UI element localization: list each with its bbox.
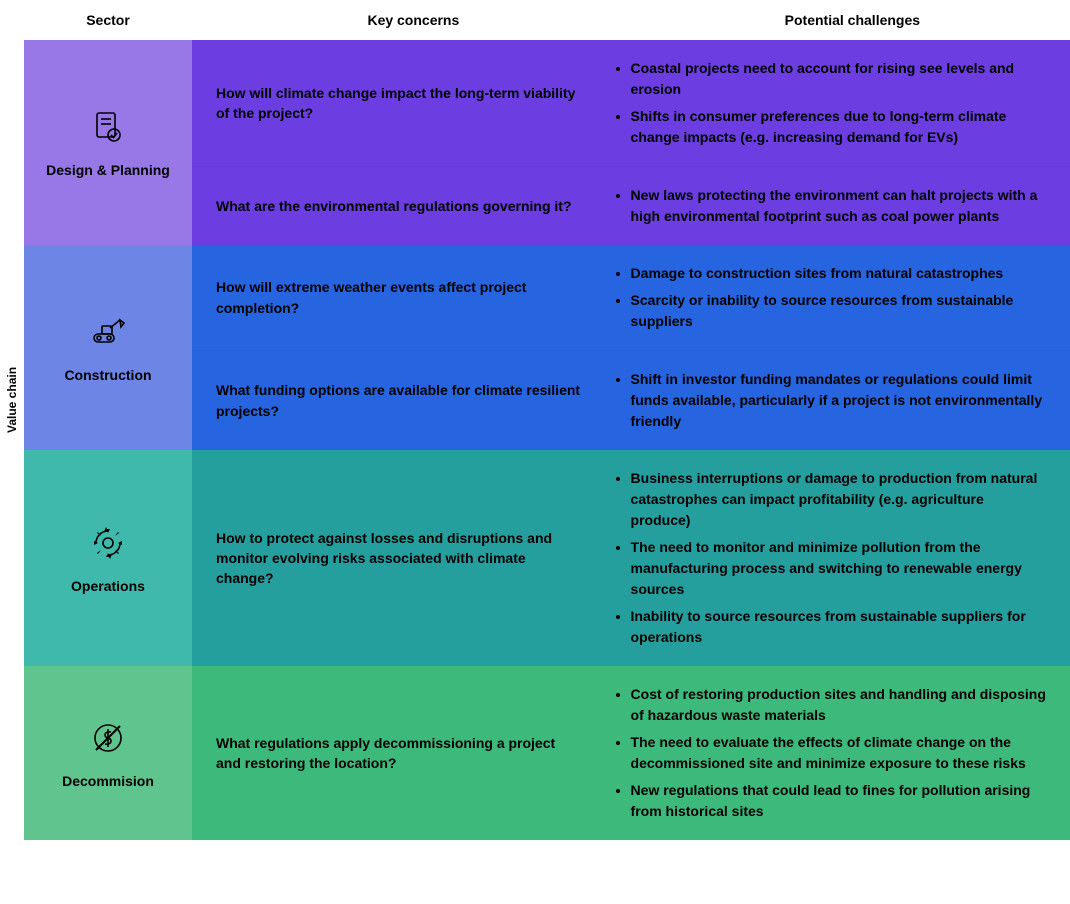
challenge-item: The need to monitor and minimize polluti… xyxy=(631,537,1046,600)
challenge-item: The need to evaluate the effects of clim… xyxy=(631,732,1046,774)
key-concern: How will extreme weather events affect p… xyxy=(216,263,609,332)
sector-label-cell: Design & Planning xyxy=(24,40,192,245)
gear-refresh-icon xyxy=(88,523,128,566)
concern-row: How will extreme weather events affect p… xyxy=(192,245,1070,351)
challenge-item: New laws protecting the environment can … xyxy=(631,185,1046,227)
concern-row: What funding options are available for c… xyxy=(192,351,1070,450)
sector-label-cell: Construction xyxy=(24,245,192,450)
potential-challenges: Cost of restoring production sites and h… xyxy=(609,684,1046,822)
sector-row-construction: Construction How will extreme weather eve… xyxy=(24,245,1070,450)
table-header: Sector Key concerns Potential challenges xyxy=(24,0,1070,40)
key-concern: What regulations apply decommissioning a… xyxy=(216,684,609,822)
challenge-item: New regulations that could lead to fines… xyxy=(631,780,1046,822)
header-key-concerns: Key concerns xyxy=(192,12,595,28)
challenge-item: Damage to construction sites from natura… xyxy=(631,263,1046,284)
excavator-icon xyxy=(88,312,128,355)
concern-row: How will climate change impact the long-… xyxy=(192,40,1070,167)
sector-content: How to protect against losses and disrup… xyxy=(192,450,1070,666)
concern-row: How to protect against losses and disrup… xyxy=(192,450,1070,666)
challenge-item: Shifts in consumer preferences due to lo… xyxy=(631,106,1046,148)
sector-label: Decommision xyxy=(62,773,154,789)
key-concern: How to protect against losses and disrup… xyxy=(216,468,609,648)
no-dollar-icon xyxy=(88,718,128,761)
document-check-icon xyxy=(88,107,128,150)
header-potential-challenges: Potential challenges xyxy=(595,12,1070,28)
sector-label-cell: Operations xyxy=(24,450,192,666)
sector-content: How will extreme weather events affect p… xyxy=(192,245,1070,450)
concern-row: What are the environmental regulations g… xyxy=(192,167,1070,245)
sector-content: How will climate change impact the long-… xyxy=(192,40,1070,245)
sector-label: Design & Planning xyxy=(46,162,170,178)
sector-label: Construction xyxy=(64,367,151,383)
challenge-item: Inability to source resources from susta… xyxy=(631,606,1046,648)
challenge-item: Cost of restoring production sites and h… xyxy=(631,684,1046,726)
potential-challenges: New laws protecting the environment can … xyxy=(609,185,1046,227)
challenge-item: Coastal projects need to account for ris… xyxy=(631,58,1046,100)
challenge-item: Scarcity or inability to source resource… xyxy=(631,290,1046,332)
key-concern: How will climate change impact the long-… xyxy=(216,58,609,148)
key-concern: What are the environmental regulations g… xyxy=(216,185,609,227)
sector-label-cell: Decommision xyxy=(24,666,192,840)
potential-challenges: Damage to construction sites from natura… xyxy=(609,263,1046,332)
concern-row: What regulations apply decommissioning a… xyxy=(192,666,1070,840)
potential-challenges: Business interruptions or damage to prod… xyxy=(609,468,1046,648)
header-sector: Sector xyxy=(24,12,192,28)
potential-challenges: Shift in investor funding mandates or re… xyxy=(609,369,1046,432)
challenge-item: Business interruptions or damage to prod… xyxy=(631,468,1046,531)
sector-row-operations: Operations How to protect against losses … xyxy=(24,450,1070,666)
sector-row-decommission: Decommision What regulations apply decomm… xyxy=(24,666,1070,840)
potential-challenges: Coastal projects need to account for ris… xyxy=(609,58,1046,148)
value-chain-axis-label: Value chain xyxy=(0,0,24,840)
key-concern: What funding options are available for c… xyxy=(216,369,609,432)
sector-label: Operations xyxy=(71,578,145,594)
challenge-item: Shift in investor funding mandates or re… xyxy=(631,369,1046,432)
sector-content: What regulations apply decommissioning a… xyxy=(192,666,1070,840)
sector-row-designPlanning: Design & Planning How will climate change… xyxy=(24,40,1070,245)
